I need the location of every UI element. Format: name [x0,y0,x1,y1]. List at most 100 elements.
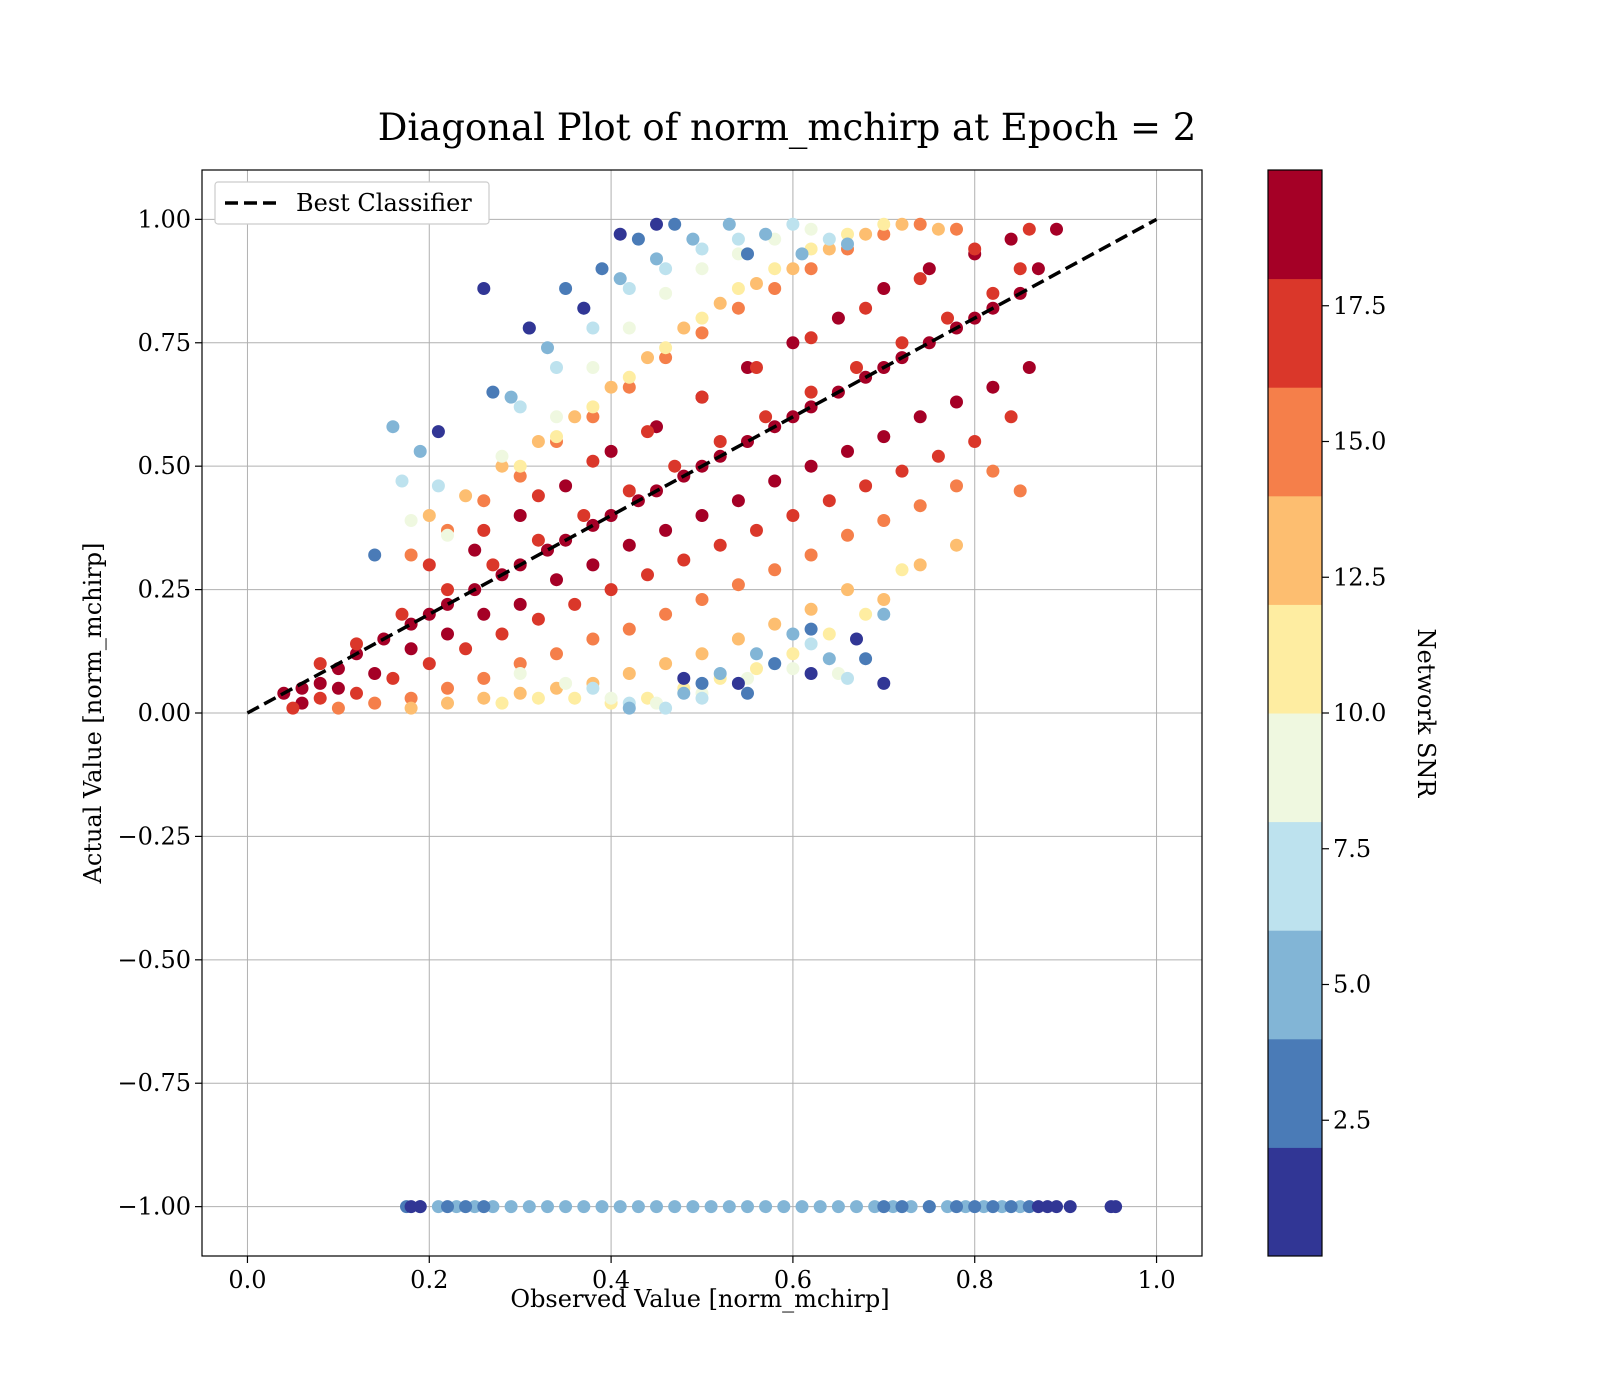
scatter-point [422,607,436,621]
scatter-point [441,681,454,695]
scatter-point [531,533,545,547]
scatter-point [622,370,636,384]
scatter-point [1041,1200,1054,1214]
scatter-point [750,662,763,676]
scatter-point [431,1200,445,1214]
scatter-point [486,558,500,572]
scatter-point [522,1200,536,1214]
scatter-point [559,676,573,690]
scatter-point [704,1200,718,1214]
colorbar-bin [1268,170,1322,280]
scatter-point [895,1200,909,1214]
scatter-point [641,425,654,439]
scatter-point [722,217,736,231]
scatter-point [586,681,600,695]
scatter-point [350,686,363,700]
scatter-point [804,548,818,562]
scatter-point [786,509,800,522]
scatter-point [459,642,473,656]
scatter-point [695,311,709,325]
scatter-point [913,499,927,513]
scatter-point [904,1200,918,1214]
scatter-point [822,627,836,641]
colorbar-bin [1268,278,1322,388]
scatter-point [1050,222,1063,236]
scatter-point [495,459,509,473]
scatter-point [586,321,600,335]
scatter-point [1031,262,1045,276]
colorbar-tick-label: 10.0 [1333,699,1386,727]
scatter-point [404,617,418,631]
scatter-point [804,637,818,651]
y-axis-label: Actual Value [norm_mchirp] [79,543,107,885]
colorbar-bin [1268,495,1322,605]
scatter-point [622,538,636,552]
scatter-point [659,341,673,355]
y-tick-label: −0.50 [117,946,191,974]
scatter-point [404,1200,418,1214]
scatter-point [495,627,509,641]
scatter-point [659,657,673,671]
scatter-point [768,262,782,276]
scatter-point [395,474,409,488]
scatter-point [568,597,582,611]
y-tick-label: 0.75 [138,329,191,357]
scatter-points [277,217,1123,1214]
scatter-point [595,262,609,276]
scatter-point [731,494,745,508]
scatter-point [986,286,1000,300]
scatter-point [804,400,818,414]
scatter-point [441,627,454,641]
colorbar-tick-label: 5.0 [1333,971,1371,999]
scatter-point [695,593,709,606]
scatter-point [695,676,709,690]
scatter-point [731,632,745,646]
scatter-point [659,701,673,715]
scatter-point [731,578,745,592]
scatter-point [541,1200,554,1214]
scatter-point [786,627,800,641]
scatter-point [286,701,300,715]
scatter-point [368,548,382,562]
scatter-point [513,667,527,680]
scatter-point [1013,262,1027,276]
scatter-point [513,686,527,700]
scatter-point [431,479,445,493]
scatter-point [513,509,527,522]
scatter-point [750,361,763,374]
scatter-point [713,435,727,448]
scatter-point [859,479,873,493]
scatter-point [741,247,754,261]
colorbar-bin [1268,821,1322,931]
x-tick-label: 0.6 [774,1266,812,1294]
scatter-point [759,1200,773,1214]
scatter-point [604,509,618,522]
scatter-point [931,449,945,463]
scatter-point [386,671,400,685]
scatter-point [604,444,618,458]
scatter-point [550,361,563,374]
scatter-point [931,222,945,236]
scatter-point [822,494,836,508]
scatter-point [604,583,618,597]
scatter-point [1004,1200,1018,1214]
scatter-point [695,262,709,276]
scatter-point [586,518,600,532]
scatter-point [786,262,800,276]
scatter-point [441,597,454,611]
scatter-point [822,232,836,246]
scatter-point [350,637,363,651]
scatter-point [331,701,345,715]
scatter-point [404,514,418,527]
scatter-point [913,410,927,424]
scatter-point [686,232,700,246]
scatter-point [531,691,545,705]
scatter-point [968,1200,982,1214]
scatter-point [886,1200,900,1214]
scatter-point [895,217,909,231]
scatter-point [622,380,636,394]
scatter-point [877,227,891,241]
scatter-point [422,509,436,522]
scatter-point [586,400,600,414]
